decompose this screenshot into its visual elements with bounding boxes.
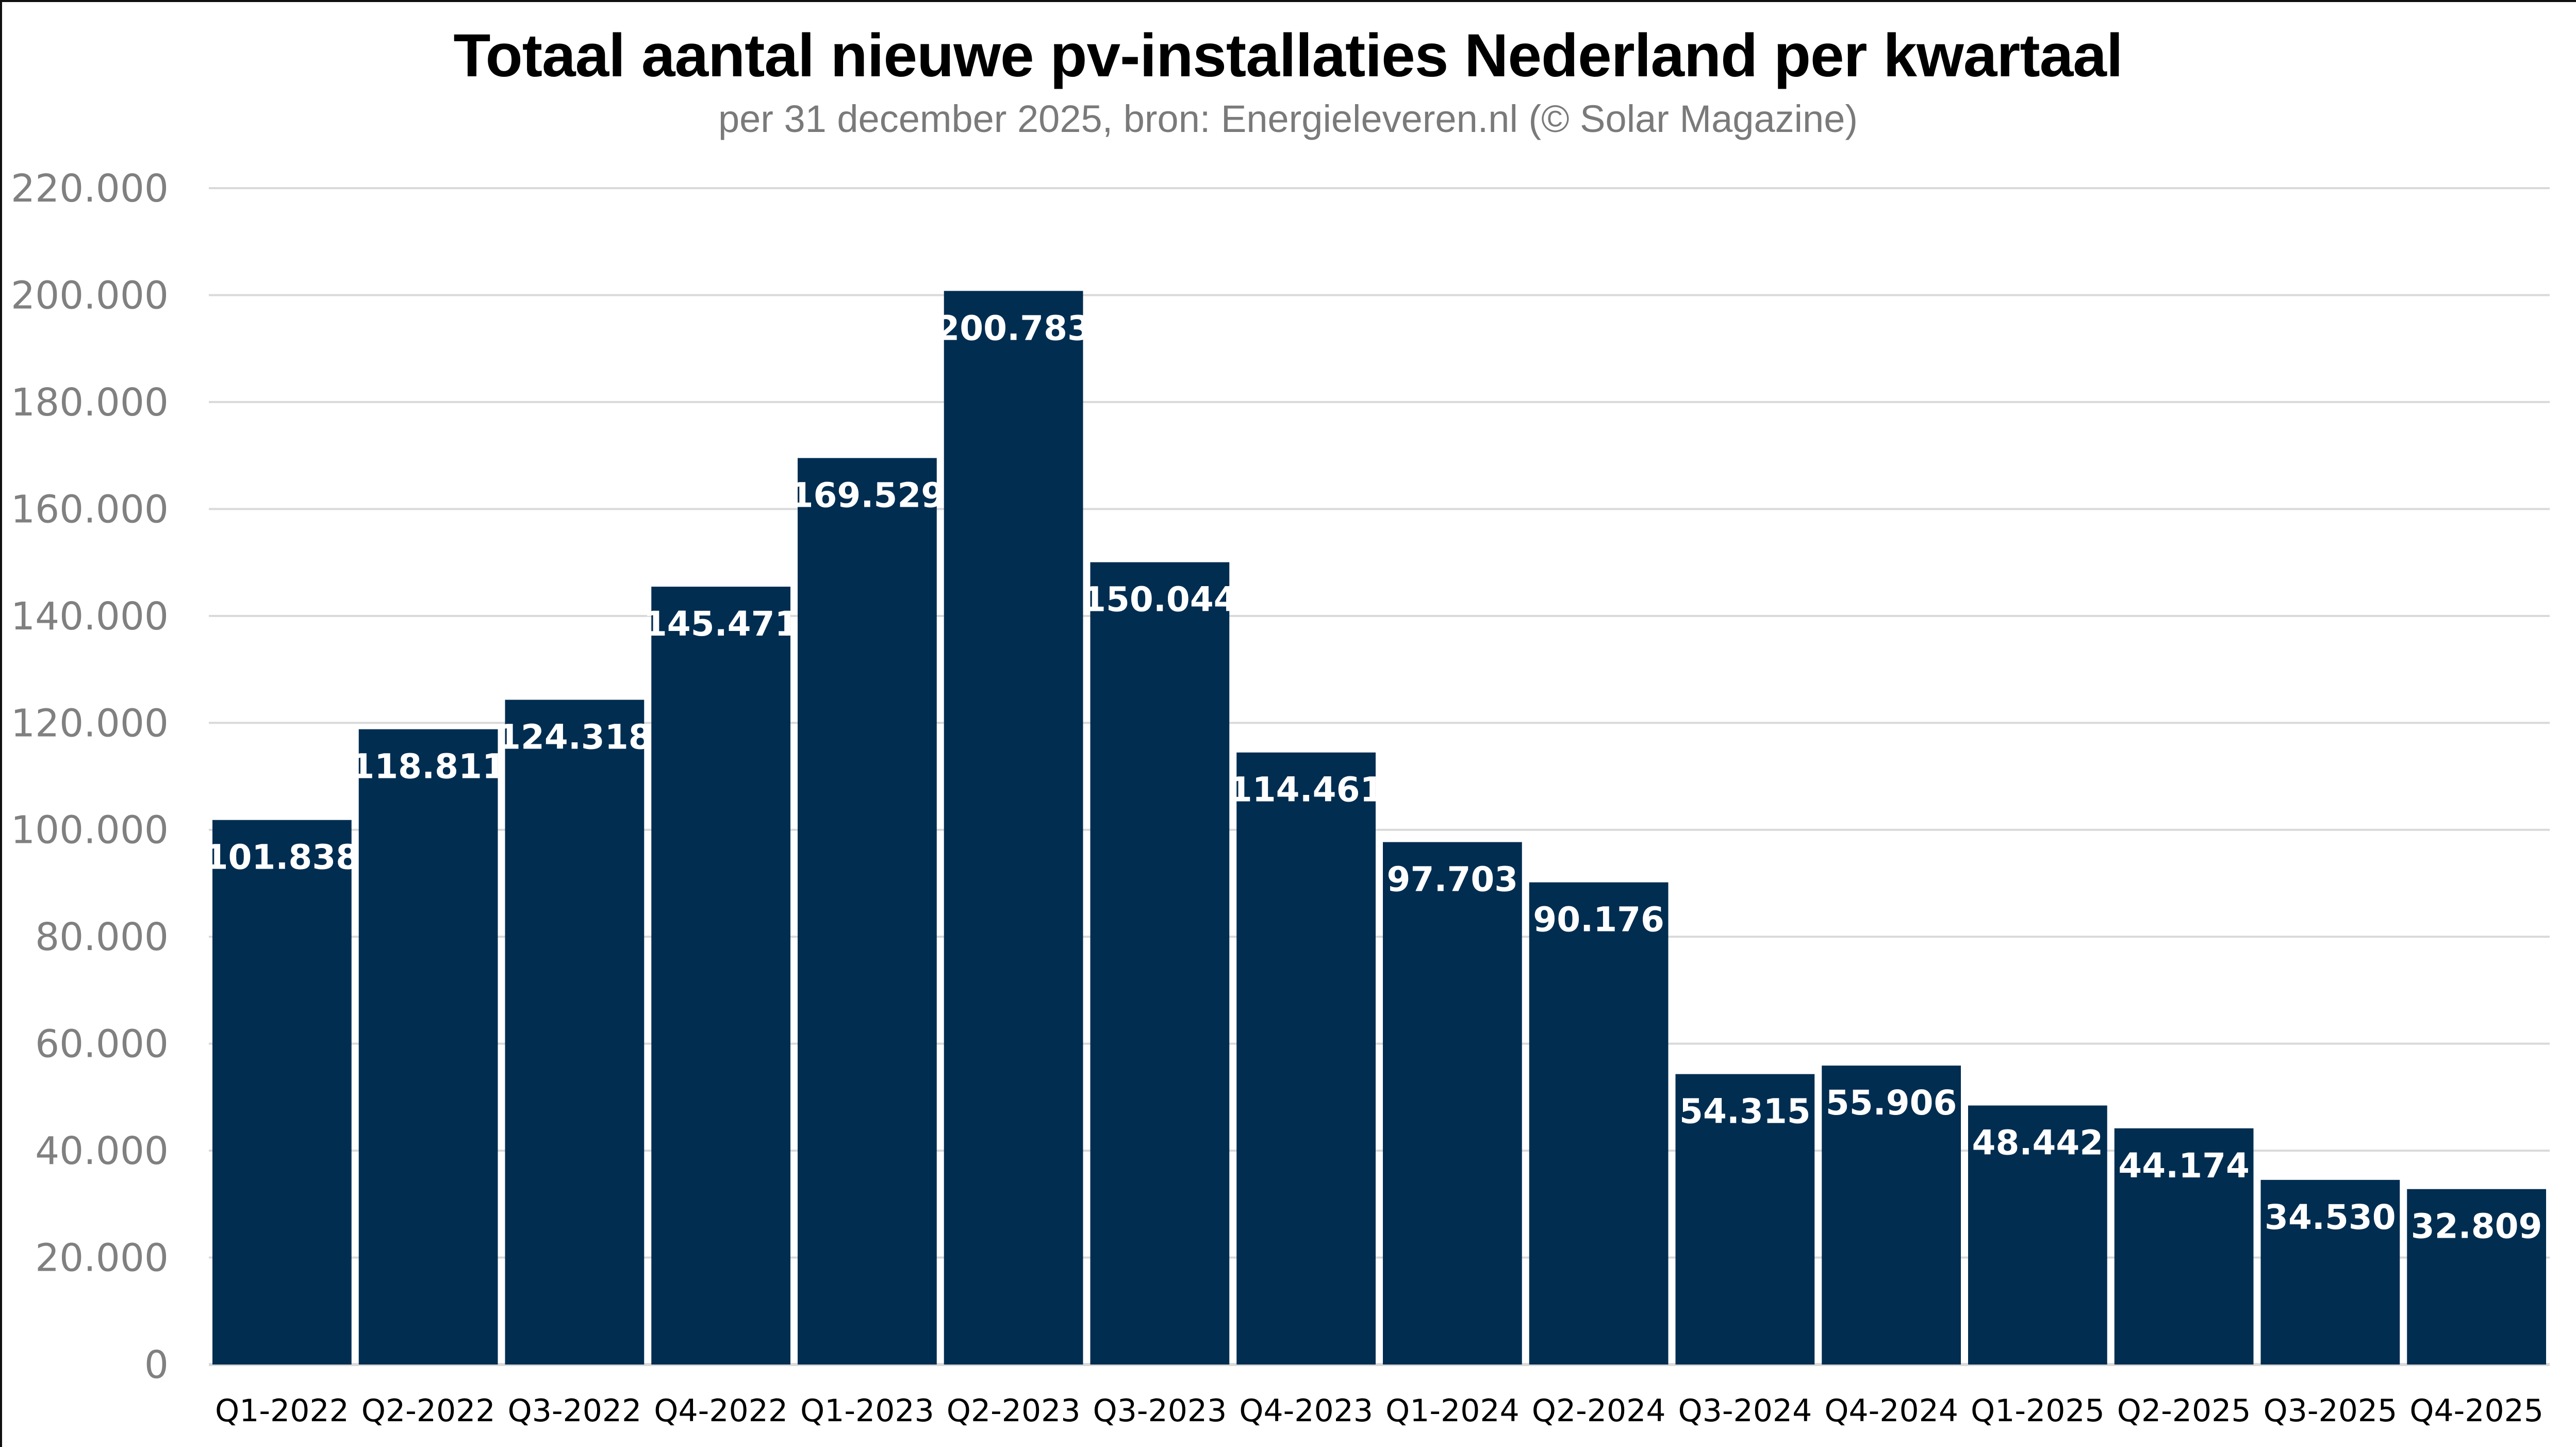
data-label: 118.811 [351,747,506,787]
bar [1236,752,1376,1365]
x-tick-label: Q4-2024 [1824,1393,1958,1429]
x-tick-label: Q3-2024 [1678,1393,1812,1429]
x-tick-label: Q3-2023 [1093,1393,1227,1429]
data-label: 34.530 [2265,1197,2396,1237]
bar [1529,882,1669,1365]
bar [1675,1074,1815,1365]
x-axis-ticks: Q1-2022 Q2-2022 Q3-2022 Q4-2022 Q1-2023 Q2-20… [215,1393,2544,1429]
data-label: 200.783 [936,308,1091,348]
data-label: 32.809 [2411,1207,2542,1246]
data-label: 90.176 [1533,900,1664,940]
data-label: 48.442 [1972,1123,2104,1163]
y-tick-label: 60.000 [35,1022,169,1067]
x-tick-label: Q2-2022 [361,1393,496,1429]
y-tick-label: 180.000 [11,380,169,425]
y-tick-label: 100.000 [11,808,169,853]
x-tick-label: Q1-2022 [215,1393,349,1429]
data-label: 150.044 [1082,580,1237,620]
x-tick-label: Q4-2022 [654,1393,788,1429]
data-label: 145.471 [643,604,799,644]
y-tick-label: 200.000 [11,273,169,318]
y-tick-label: 40.000 [35,1129,169,1173]
bar [1090,562,1230,1365]
data-label: 44.174 [2118,1146,2250,1186]
y-tick-label: 20.000 [35,1236,169,1280]
bar [358,729,498,1365]
chart-subtitle: per 31 december 2025, bron: Energielever… [718,97,1858,140]
bar [1822,1066,1961,1365]
y-tick-label: 80.000 [35,915,169,959]
bar [2260,1179,2400,1365]
data-label: 55.906 [1826,1083,1957,1123]
y-tick-label: 120.000 [11,701,169,745]
bar [1968,1105,2107,1365]
y-tick-label: 160.000 [11,487,169,531]
data-label: 54.315 [1679,1092,1811,1132]
y-axis-ticks: 0 20.000 40.000 60.000 80.000 100.000 120.000 1… [11,167,169,1387]
bar [2407,1189,2546,1365]
data-label: 169.529 [790,476,945,515]
x-tick-label: Q4-2023 [1239,1393,1373,1429]
x-tick-label: Q3-2022 [508,1393,642,1429]
chart-title: Totaal aantal nieuwe pv-installaties Ned… [453,22,2123,90]
x-tick-label: Q1-2025 [1971,1393,2105,1429]
data-label: 101.838 [205,838,360,877]
data-label: 114.461 [1229,770,1384,810]
y-tick-label: 220.000 [11,167,169,211]
y-tick-label: 0 [144,1343,169,1387]
bar [651,587,790,1365]
bars [212,291,2546,1365]
x-tick-label: Q1-2024 [1385,1393,1520,1429]
bar [212,820,352,1365]
bar [944,291,1083,1365]
bar [1383,842,1522,1365]
x-tick-label: Q4-2025 [2409,1393,2544,1429]
y-tick-label: 140.000 [11,594,169,639]
bar [798,458,937,1365]
x-tick-label: Q2-2023 [947,1393,1081,1429]
data-label: 124.318 [497,717,652,757]
bar [2114,1128,2254,1365]
bar [505,700,645,1365]
x-tick-label: Q1-2023 [800,1393,934,1429]
x-tick-label: Q3-2025 [2264,1393,2398,1429]
x-tick-label: Q2-2024 [1532,1393,1666,1429]
data-label: 97.703 [1387,860,1518,900]
x-tick-label: Q2-2025 [2117,1393,2251,1429]
